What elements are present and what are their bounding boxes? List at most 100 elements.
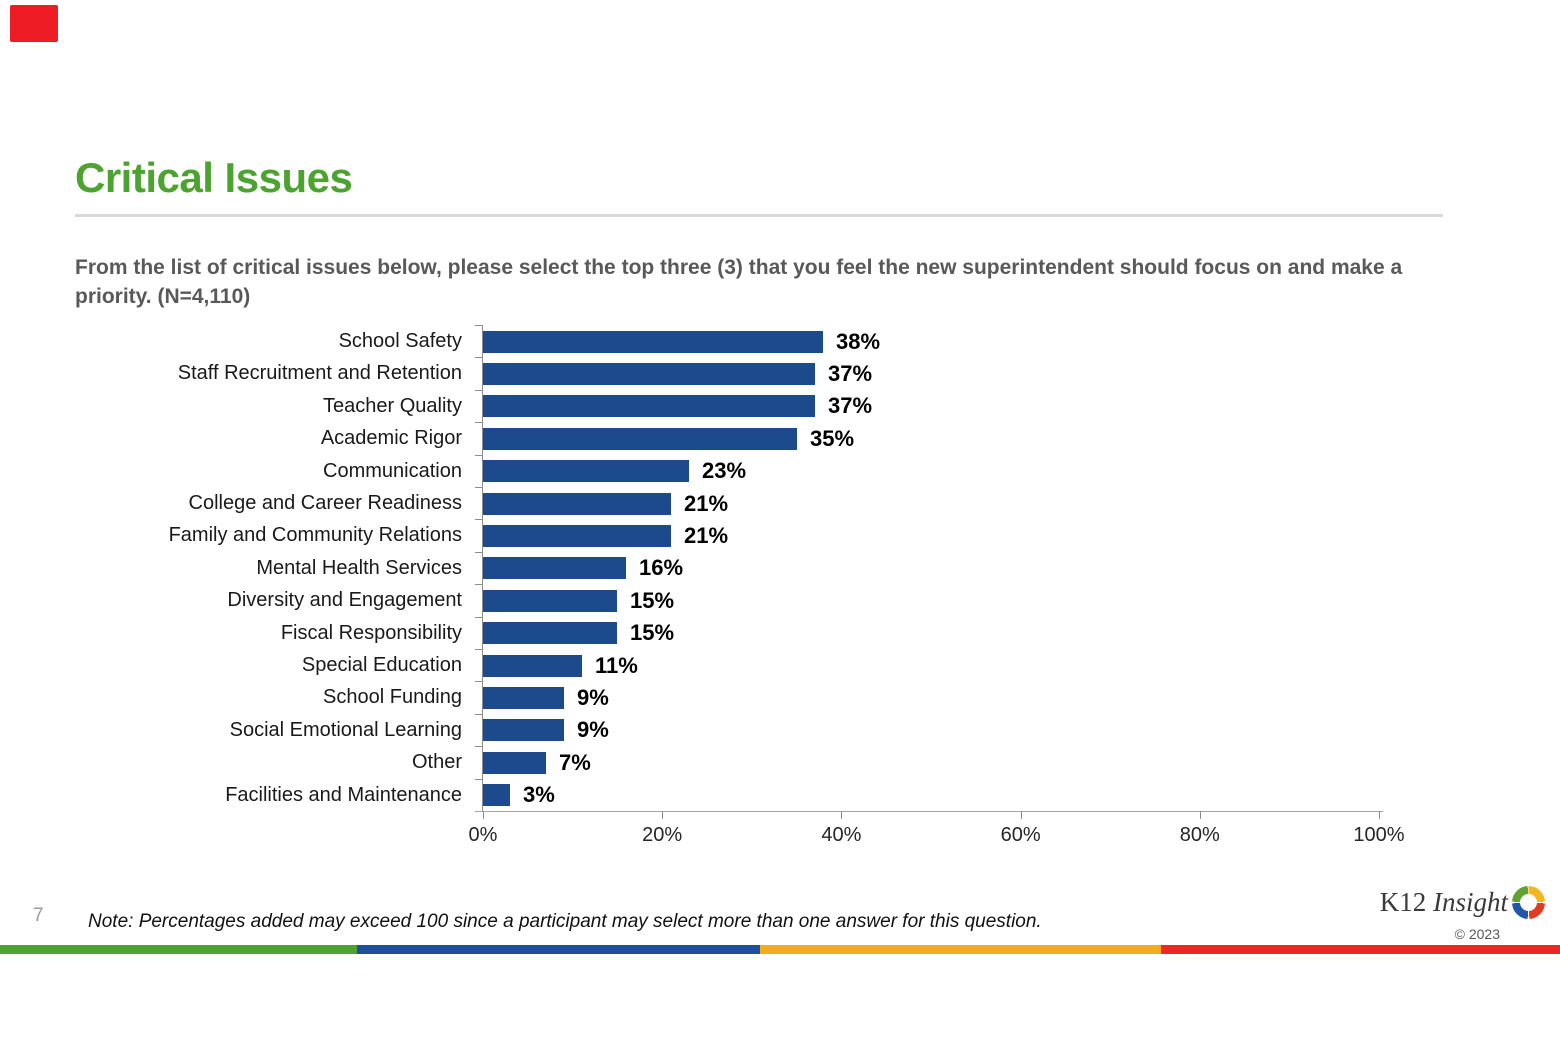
bar bbox=[483, 654, 582, 677]
logo-insight: Insight bbox=[1432, 887, 1508, 917]
ring-quadrant-icon bbox=[1512, 886, 1545, 919]
value-label: 9% bbox=[577, 717, 609, 743]
value-label: 9% bbox=[577, 684, 609, 710]
category-label: Fiscal Responsibility bbox=[280, 621, 462, 644]
value-label: 3% bbox=[523, 782, 555, 808]
x-axis-tick bbox=[1379, 811, 1380, 819]
chart-row: School Funding 9% bbox=[0, 681, 1560, 714]
category-label: Social Emotional Learning bbox=[229, 718, 462, 741]
chart-row: Mental Health Services 16% bbox=[0, 552, 1560, 585]
x-axis-tick bbox=[662, 811, 664, 819]
bar bbox=[483, 622, 617, 645]
bar bbox=[483, 686, 564, 709]
category-label: College and Career Readiness bbox=[188, 492, 463, 514]
chart-row: Communication 23% bbox=[0, 455, 1560, 488]
chart-row: School Safety 38% bbox=[0, 325, 1560, 358]
value-label: 21% bbox=[684, 522, 729, 548]
value-label: 16% bbox=[639, 555, 684, 581]
page-number: 7 bbox=[33, 905, 44, 926]
x-axis-tick bbox=[483, 811, 484, 819]
y-axis-tick bbox=[475, 713, 482, 715]
x-axis-label: 60% bbox=[1000, 824, 1041, 846]
y-axis-tick bbox=[475, 616, 482, 618]
chart-row: Facilities and Maintenance 3% bbox=[0, 779, 1560, 812]
bar bbox=[483, 492, 671, 515]
category-label: Other bbox=[411, 751, 462, 774]
category-label: Staff Recruitment and Retention bbox=[177, 362, 462, 385]
value-label: 15% bbox=[630, 620, 675, 646]
value-label: 37% bbox=[828, 360, 873, 386]
bar bbox=[483, 330, 823, 353]
chart-row: Other 7% bbox=[0, 746, 1560, 779]
footer-stripe bbox=[0, 945, 357, 954]
y-axis-tick bbox=[475, 584, 482, 586]
chart-question-line1: From the list of critical issues below, … bbox=[75, 256, 1403, 279]
y-axis-tick bbox=[475, 519, 482, 521]
x-axis-label: 80% bbox=[1179, 824, 1220, 846]
footer-stripe bbox=[357, 945, 760, 954]
bar bbox=[483, 524, 671, 547]
bar bbox=[483, 784, 510, 807]
category-label: Teacher Quality bbox=[323, 394, 462, 417]
bar bbox=[483, 362, 815, 385]
x-axis-label: 0% bbox=[468, 824, 498, 846]
value-label: 21% bbox=[684, 490, 729, 516]
x-axis-tick bbox=[1020, 811, 1022, 819]
value-label: 37% bbox=[828, 393, 873, 419]
x-axis-tick bbox=[841, 811, 843, 819]
y-axis-tick bbox=[475, 649, 482, 650]
y-axis-tick bbox=[475, 778, 482, 780]
y-axis-tick bbox=[475, 487, 482, 488]
category-label: Mental Health Services bbox=[256, 556, 462, 579]
bar bbox=[483, 751, 546, 774]
chart-row: Social Emotional Learning 9% bbox=[0, 714, 1560, 747]
value-label: 11% bbox=[595, 652, 638, 678]
chart-question-text: From the list of critical issues below, … bbox=[75, 253, 1475, 311]
x-axis-tick bbox=[1199, 811, 1201, 819]
chart-row: Staff Recruitment and Retention 37% bbox=[0, 357, 1560, 390]
footer-stripe bbox=[1161, 945, 1560, 954]
x-axis-line bbox=[475, 811, 1383, 812]
value-label: 35% bbox=[810, 425, 855, 451]
chart-row: Teacher Quality 37% bbox=[0, 390, 1560, 423]
footer-stripe bbox=[760, 945, 1161, 954]
value-label: 23% bbox=[702, 458, 747, 484]
footnote: Note: Percentages added may exceed 100 s… bbox=[88, 911, 1042, 932]
bar bbox=[483, 427, 797, 450]
category-label: Communication bbox=[323, 459, 462, 482]
title-divider bbox=[75, 214, 1443, 217]
bar bbox=[483, 395, 815, 418]
y-axis-tick bbox=[475, 551, 482, 553]
chart-row: Diversity and Engagement 15% bbox=[0, 584, 1560, 617]
bar bbox=[483, 460, 689, 483]
category-label: School Safety bbox=[338, 330, 462, 352]
chart-row: Family and Community Relations 21% bbox=[0, 519, 1560, 552]
y-axis-tick bbox=[475, 357, 482, 359]
y-axis-tick bbox=[475, 325, 482, 326]
logo-wordmark: K12 Insight bbox=[1380, 887, 1508, 918]
value-label: 38% bbox=[836, 328, 881, 354]
category-label: School Funding bbox=[323, 686, 462, 709]
y-axis-tick bbox=[475, 389, 482, 391]
category-label: Facilities and Maintenance bbox=[225, 783, 462, 806]
k12-insight-logo: K12 Insight bbox=[1380, 886, 1545, 919]
value-label: 7% bbox=[559, 749, 591, 775]
chart-question-line2: priority. (N=4,110) bbox=[75, 285, 251, 308]
y-axis-line bbox=[482, 325, 483, 811]
category-label: Diversity and Engagement bbox=[227, 589, 462, 612]
chart-row: Academic Rigor 35% bbox=[0, 422, 1560, 455]
chart-row: Special Education 11% bbox=[0, 649, 1560, 682]
footer-color-stripes bbox=[0, 945, 1560, 954]
logo-k12: K12 bbox=[1379, 887, 1433, 917]
category-label: Special Education bbox=[301, 654, 462, 676]
corner-marker bbox=[10, 5, 58, 42]
bar bbox=[483, 719, 564, 742]
bar bbox=[483, 589, 617, 612]
category-label: Academic Rigor bbox=[320, 427, 462, 450]
y-axis-tick bbox=[475, 746, 482, 748]
chart-row: College and Career Readiness 21% bbox=[0, 487, 1560, 520]
bar bbox=[483, 557, 626, 580]
value-label: 15% bbox=[630, 587, 675, 613]
